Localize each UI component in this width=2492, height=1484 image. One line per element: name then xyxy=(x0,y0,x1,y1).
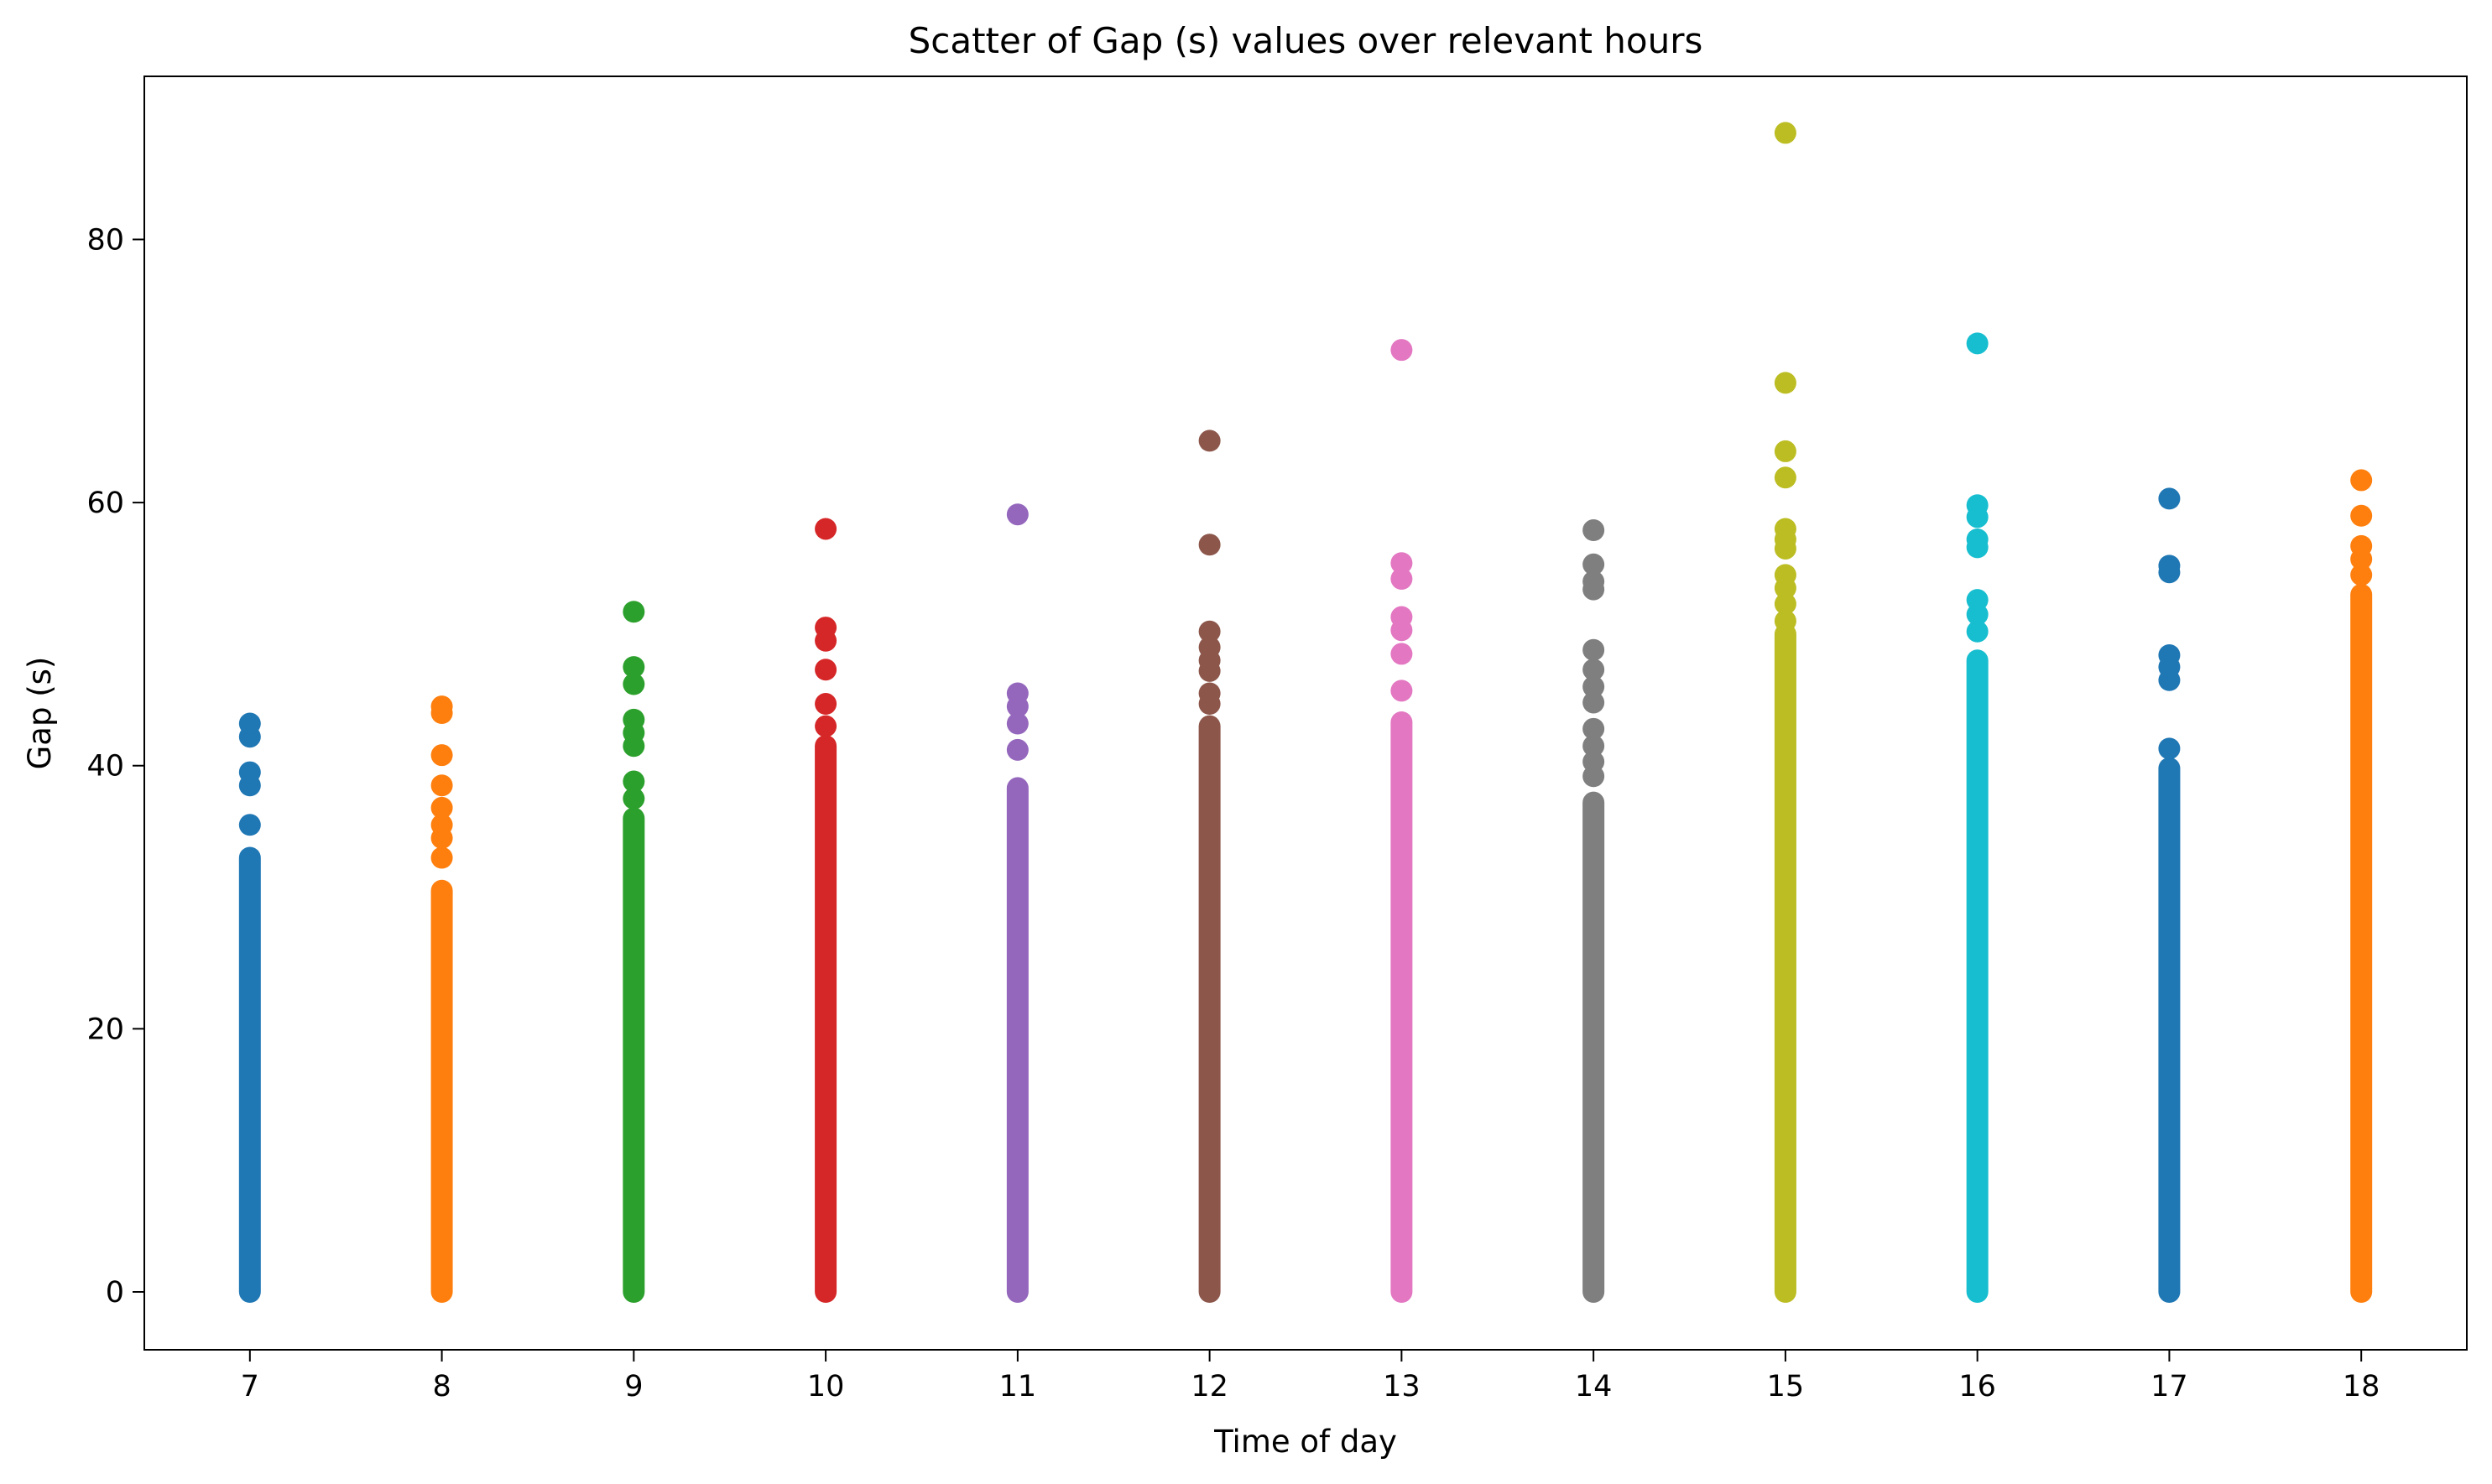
data-point xyxy=(1006,503,1029,526)
data-point xyxy=(1198,534,1221,556)
data-point xyxy=(2158,644,2181,666)
y-tick-label: 60 xyxy=(86,487,124,520)
data-point xyxy=(1774,466,1796,489)
data-point xyxy=(1582,638,1605,661)
data-point xyxy=(1198,620,1221,643)
data-point xyxy=(1774,610,1796,633)
data-point xyxy=(1006,682,1029,705)
data-point xyxy=(430,796,453,819)
x-tick-label: 12 xyxy=(1191,1370,1228,1403)
data-point xyxy=(1582,691,1605,714)
data-point xyxy=(1774,372,1796,394)
data-point xyxy=(1966,332,1989,355)
data-point xyxy=(623,673,645,695)
data-point xyxy=(2158,487,2181,510)
y-tick-label: 80 xyxy=(86,223,124,257)
data-points xyxy=(238,122,2373,1303)
x-tick-label: 15 xyxy=(1767,1370,1805,1403)
data-point xyxy=(815,518,837,540)
data-point xyxy=(1774,592,1796,615)
data-point xyxy=(430,814,453,836)
x-tick-label: 8 xyxy=(432,1370,451,1403)
y-tick-label: 40 xyxy=(86,750,124,784)
data-point xyxy=(2350,504,2373,527)
data-point xyxy=(1390,606,1413,628)
data-point xyxy=(1582,751,1605,773)
data-point xyxy=(1966,494,1989,517)
data-point xyxy=(430,846,453,869)
data-point xyxy=(238,712,261,735)
data-point xyxy=(1582,675,1605,698)
y-tick-label: 0 xyxy=(106,1276,124,1310)
data-point xyxy=(623,787,645,810)
data-point xyxy=(623,601,645,623)
data-point xyxy=(1006,738,1029,761)
data-point xyxy=(1582,717,1605,740)
data-point xyxy=(2350,534,2373,557)
x-axis-label: Time of day xyxy=(1213,1424,1397,1460)
x-axis: 7 8 9 10 11 12 13 14 15 16 17 18 xyxy=(241,1350,2380,1403)
data-point xyxy=(1774,122,1796,144)
data-point xyxy=(1006,712,1029,735)
y-tick-label: 20 xyxy=(86,1013,124,1046)
data-point xyxy=(2158,555,2181,577)
y-axis-label: Gap (s) xyxy=(22,657,58,770)
data-point xyxy=(623,708,645,731)
data-point xyxy=(238,814,261,836)
data-point xyxy=(2158,737,2181,760)
data-point xyxy=(815,617,837,639)
x-tick-label: 14 xyxy=(1575,1370,1613,1403)
data-point xyxy=(2350,469,2373,492)
data-point xyxy=(1582,735,1605,758)
data-point xyxy=(1198,636,1221,659)
data-point xyxy=(1582,659,1605,681)
data-point xyxy=(1198,430,1221,452)
data-point xyxy=(623,770,645,793)
data-point xyxy=(1582,570,1605,593)
data-point xyxy=(815,659,837,681)
data-point xyxy=(1390,339,1413,362)
y-axis: 0 20 40 60 80 xyxy=(86,223,144,1310)
data-point xyxy=(238,761,261,784)
data-point xyxy=(1582,553,1605,575)
data-point xyxy=(430,695,453,718)
data-point xyxy=(1390,552,1413,575)
data-point xyxy=(1198,682,1221,705)
x-tick-label: 7 xyxy=(241,1370,259,1403)
data-point xyxy=(1966,529,1989,550)
data-point xyxy=(815,693,837,716)
data-point xyxy=(1390,643,1413,665)
data-point xyxy=(1774,564,1796,586)
chart-title: Scatter of Gap (s) values over relevant … xyxy=(909,20,1703,61)
data-point xyxy=(623,656,645,679)
data-point xyxy=(430,774,453,797)
data-point xyxy=(1390,568,1413,591)
data-point xyxy=(2350,564,2373,586)
data-point xyxy=(815,715,837,737)
x-tick-label: 17 xyxy=(2151,1370,2188,1403)
data-point xyxy=(1774,440,1796,462)
data-point xyxy=(1966,620,1989,643)
x-tick-label: 18 xyxy=(2343,1370,2380,1403)
data-point xyxy=(1774,518,1796,540)
x-tick-label: 10 xyxy=(807,1370,845,1403)
x-tick-label: 11 xyxy=(999,1370,1037,1403)
data-point xyxy=(1390,680,1413,702)
data-point xyxy=(430,744,453,767)
data-point xyxy=(1966,589,1989,612)
x-tick-label: 16 xyxy=(1958,1370,1996,1403)
x-tick-label: 13 xyxy=(1383,1370,1421,1403)
data-point xyxy=(1582,519,1605,542)
x-tick-label: 9 xyxy=(624,1370,643,1403)
plot-area xyxy=(143,76,2468,1351)
